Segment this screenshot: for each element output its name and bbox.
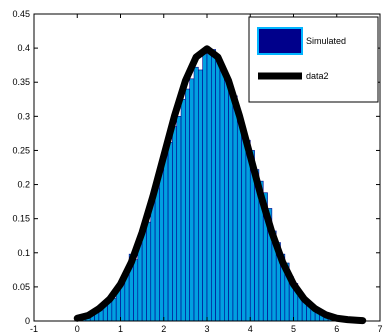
- histogram-bar: [163, 153, 169, 322]
- histogram-bar: [198, 69, 203, 322]
- x-tick-label: 0: [75, 324, 80, 334]
- histogram-bar: [241, 128, 247, 322]
- histogram-bar: [137, 242, 143, 322]
- x-tick-label: -1: [30, 324, 38, 334]
- legend-label-data2: data2: [306, 71, 329, 81]
- histogram-bar: [232, 95, 238, 322]
- histogram-bar: [180, 98, 186, 322]
- histogram-bar: [111, 298, 117, 322]
- y-tick-label: 0.05: [12, 282, 30, 292]
- y-tick-label: 0.1: [17, 248, 30, 258]
- x-tick-label: 4: [248, 324, 253, 334]
- histogram-bar: [236, 116, 242, 322]
- histogram-bar: [245, 139, 251, 322]
- x-tick-label: 2: [161, 324, 166, 334]
- x-tick-label: 6: [334, 324, 339, 334]
- histogram-bar: [228, 88, 234, 322]
- histogram-bar: [133, 259, 139, 322]
- x-axis: -1 0 1 2 3 4 5 6 7: [30, 14, 383, 334]
- y-tick-label: 0.45: [12, 9, 30, 19]
- histogram-bar: [154, 187, 160, 322]
- histogram-bar: [219, 66, 225, 322]
- y-tick-label: 0.25: [12, 145, 30, 155]
- y-tick-label: 0.3: [17, 111, 30, 121]
- histogram-bar: [167, 141, 173, 322]
- histogram-bar: [211, 49, 216, 322]
- y-tick-label: 0.2: [17, 180, 30, 190]
- histogram-bar: [224, 75, 229, 322]
- x-tick-label: 1: [118, 324, 123, 334]
- histogram-bar: [206, 51, 212, 322]
- histogram-bar: [189, 78, 195, 322]
- x-tick-label: 7: [377, 324, 382, 334]
- y-tick-label: 0: [25, 316, 30, 326]
- fit-curve: [73, 45, 367, 325]
- histogram-bar: [176, 116, 182, 322]
- histogram-bar: [150, 201, 156, 322]
- y-tick-label: 0.15: [12, 214, 30, 224]
- legend-label-simulated: Simulated: [306, 36, 346, 46]
- legend: Simulated data2: [248, 16, 379, 103]
- x-tick-label: 5: [291, 324, 296, 334]
- histogram-bar: [193, 66, 199, 322]
- histogram-bar: [185, 88, 190, 322]
- histogram-bar: [146, 221, 152, 322]
- histogram-bar: [159, 167, 165, 322]
- y-tick-label: 0.35: [12, 77, 30, 87]
- legend-swatch-simulated: [257, 27, 303, 55]
- histogram-bar: [202, 53, 208, 322]
- histogram-bar: [172, 126, 178, 322]
- y-axis: 0 0.05 0.1 0.15 0.2 0.25 0.3 0.35 0.4 0.45: [12, 9, 380, 326]
- x-tick-label: 3: [204, 324, 209, 334]
- y-tick-label: 0.4: [17, 43, 30, 53]
- histogram-bar: [215, 58, 221, 322]
